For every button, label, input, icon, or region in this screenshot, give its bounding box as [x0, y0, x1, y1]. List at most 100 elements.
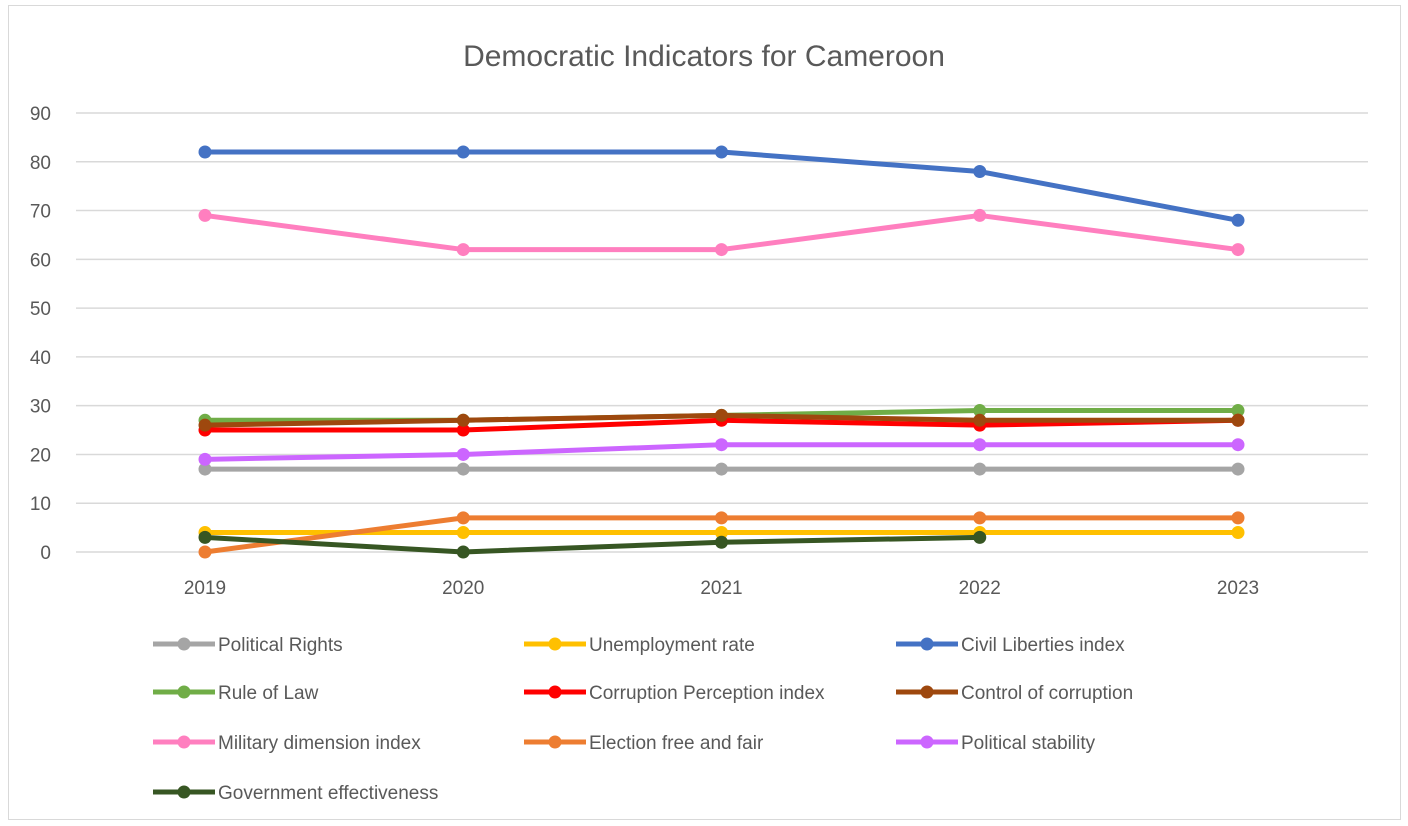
- legend-item: Rule of Law: [153, 683, 319, 704]
- legend-item: Corruption Perception index: [524, 683, 825, 704]
- x-tick-label: 2020: [442, 578, 484, 599]
- legend-label: Rule of Law: [218, 683, 319, 704]
- legend-marker: [177, 735, 191, 749]
- series-6: [198, 208, 1245, 257]
- legend-label: Corruption Perception index: [589, 683, 825, 704]
- legend-marker: [177, 637, 191, 651]
- data-point: [973, 404, 987, 418]
- legend-item: Government effectiveness: [153, 783, 438, 804]
- data-point: [456, 462, 470, 476]
- data-point: [198, 545, 212, 559]
- data-point: [1231, 511, 1245, 525]
- legend-item: Political Rights: [153, 635, 343, 656]
- data-point: [715, 243, 728, 257]
- data-point: [715, 511, 728, 525]
- data-point: [1231, 462, 1245, 476]
- data-point: [715, 462, 728, 476]
- chart-title: Democratic Indicators for Cameroon: [463, 40, 945, 73]
- y-tick-label: 10: [30, 494, 51, 515]
- legend-marker: [548, 637, 562, 651]
- legend-label: Election free and fair: [589, 733, 764, 754]
- data-point: [715, 525, 728, 539]
- series-lines: [198, 145, 1245, 559]
- y-tick-label: 80: [30, 153, 51, 174]
- data-point: [198, 462, 212, 476]
- data-point: [456, 145, 470, 159]
- legend-marker: [177, 685, 191, 699]
- legend-marker: [548, 685, 562, 699]
- series-7: [198, 511, 1245, 559]
- series-9: [198, 530, 987, 559]
- data-point: [715, 535, 728, 549]
- series-line: [202, 534, 983, 555]
- y-tick-label: 40: [30, 348, 51, 369]
- x-tick-label: 2023: [1217, 578, 1259, 599]
- y-tick-label: 0: [40, 543, 51, 564]
- data-point: [1231, 243, 1245, 257]
- legend-label: Civil Liberties index: [961, 635, 1125, 656]
- data-point: [973, 208, 987, 222]
- data-point: [198, 208, 212, 222]
- legend-label: Political stability: [961, 733, 1096, 754]
- data-point: [1231, 404, 1245, 418]
- legend-item: Military dimension index: [153, 733, 421, 754]
- legend-marker: [548, 735, 562, 749]
- data-point: [456, 243, 470, 257]
- data-point: [198, 418, 212, 432]
- y-tick-label: 60: [30, 250, 51, 271]
- legend-label: Military dimension index: [218, 733, 421, 754]
- data-point: [973, 165, 987, 179]
- legend-item: Civil Liberties index: [896, 635, 1125, 656]
- data-point: [456, 545, 470, 559]
- data-point: [973, 511, 987, 525]
- data-point: [456, 525, 470, 539]
- legend-item: Unemployment rate: [524, 635, 755, 656]
- x-tick-label: 2021: [700, 578, 742, 599]
- series-0: [198, 462, 1245, 476]
- legend-item: Control of corruption: [896, 683, 1133, 704]
- series-5: [198, 408, 1245, 432]
- legend-label: Control of corruption: [961, 683, 1133, 704]
- legend-label: Government effectiveness: [218, 783, 438, 804]
- legend-label: Political Rights: [218, 635, 343, 656]
- y-tick-label: 90: [30, 104, 51, 125]
- legend: Political Rights Unemployment rate Civil L…: [153, 635, 1133, 804]
- data-point: [1231, 525, 1245, 539]
- data-point: [715, 145, 728, 159]
- x-axis-ticks: 2019 2020 2021 2022 2023: [184, 578, 1259, 599]
- data-point: [1231, 413, 1245, 427]
- y-tick-label: 50: [30, 299, 51, 320]
- series-8: [198, 438, 1245, 466]
- legend-label: Unemployment rate: [589, 635, 755, 656]
- y-axis-ticks: 0 10 20 30 40 50 60 70 80 90: [30, 104, 51, 564]
- data-point: [973, 413, 987, 427]
- series-2: [198, 145, 1245, 227]
- x-tick-label: 2019: [184, 578, 226, 599]
- data-point: [456, 447, 470, 461]
- x-tick-label: 2022: [959, 578, 1001, 599]
- data-point: [198, 145, 212, 159]
- data-point: [1231, 213, 1245, 227]
- legend-item: Election free and fair: [524, 733, 764, 754]
- data-point: [715, 408, 728, 422]
- grid-lines: [76, 112, 1368, 553]
- data-point: [456, 423, 470, 437]
- data-point: [198, 530, 212, 544]
- y-tick-label: 70: [30, 202, 51, 223]
- y-tick-label: 30: [30, 397, 51, 418]
- legend-marker: [920, 735, 934, 749]
- legend-marker: [920, 685, 934, 699]
- data-point: [456, 511, 470, 525]
- legend-marker: [920, 637, 934, 651]
- y-tick-label: 20: [30, 445, 51, 466]
- data-point: [973, 438, 987, 452]
- legend-item: Political stability: [896, 733, 1096, 754]
- data-point: [1231, 438, 1245, 452]
- data-point: [456, 413, 470, 427]
- data-point: [198, 452, 212, 466]
- legend-marker: [177, 785, 191, 799]
- data-point: [973, 530, 987, 544]
- data-point: [973, 462, 987, 476]
- data-point: [715, 438, 728, 452]
